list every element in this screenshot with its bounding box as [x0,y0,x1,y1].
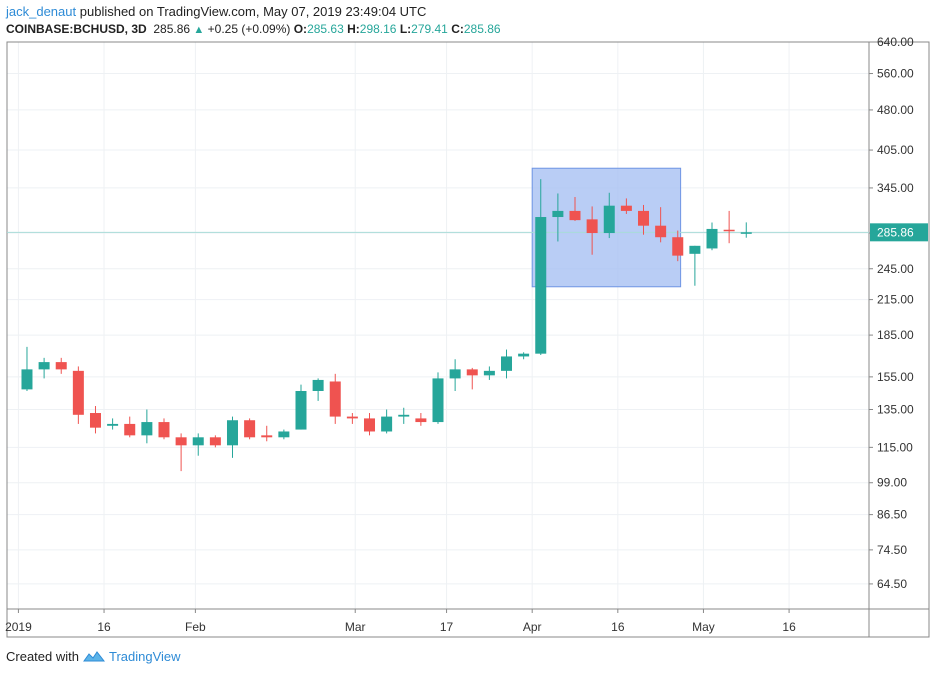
x-tick-label: Mar [345,620,366,634]
y-tick-label: 135.00 [877,402,914,416]
tradingview-logo-icon [83,650,105,661]
candle-body[interactable] [209,437,221,446]
last-price-badge [870,223,928,242]
candle-body[interactable] [518,353,530,357]
candle-body[interactable] [312,379,324,391]
x-tick-label: Apr [523,620,542,634]
ohlc-legend: COINBASE:BCHUSD, 3D 285.86 ▲ +0.25 (+0.0… [6,22,501,36]
candle-body[interactable] [586,219,598,234]
candle-body[interactable] [21,369,33,390]
y-tick-label: 185.00 [877,328,914,342]
open-value: 285.63 [307,22,344,36]
high-value: 298.16 [359,22,397,36]
candle-body[interactable] [672,237,684,256]
candle-body[interactable] [124,423,136,436]
x-tick-label: 16 [97,620,111,634]
footer: Created with TradingView [6,649,181,664]
x-tick-label: May [692,620,715,634]
chart-frame [6,41,930,638]
candle-body[interactable] [107,423,119,426]
y-tick-label: 64.50 [877,577,907,591]
y-tick-label: 99.00 [877,476,907,490]
last-price-text: 285.86 [153,22,191,36]
x-tick-label: Feb [185,620,206,634]
candle-body[interactable] [723,229,735,232]
candle-body[interactable] [638,210,650,226]
candle-body[interactable] [535,217,547,354]
low-label: L: [399,22,412,36]
candle-body[interactable] [381,416,393,432]
y-tick-label: 115.00 [877,440,913,454]
candle-body[interactable] [38,362,50,370]
published-text: published on TradingView.com, May 07, 20… [79,4,427,19]
candle-body[interactable] [432,378,444,423]
candle-body[interactable] [226,420,238,446]
candle-body[interactable] [740,232,752,234]
low-value: 279.41 [411,22,448,36]
candle-body[interactable] [449,369,461,379]
x-tick-label: 17 [440,620,454,634]
candle-body[interactable] [398,414,410,417]
last-price-badge-label: 285.86 [877,225,914,239]
candle-body[interactable] [158,422,170,438]
candle-body[interactable] [569,210,581,221]
candle-body[interactable] [329,381,341,417]
candle-body[interactable] [244,420,256,438]
candle-body[interactable] [552,210,564,218]
candle-body[interactable] [141,422,153,436]
candle-body[interactable] [689,245,701,254]
candle-body[interactable] [466,369,478,376]
candle-body[interactable] [55,362,67,370]
y-tick-label: 560.00 [877,67,914,81]
candle-body[interactable] [175,437,187,446]
publish-info: jack_denaut published on TradingView.com… [6,4,426,19]
candle-body[interactable] [295,390,307,430]
candle-body[interactable] [363,418,375,432]
candle-body[interactable] [415,418,427,423]
candle-body[interactable] [706,228,718,249]
y-tick-label: 480.00 [877,103,914,117]
change-text: +0.25 (+0.09%) [207,22,291,36]
candle-body[interactable] [278,431,290,438]
candle-body[interactable] [483,370,495,376]
up-triangle-icon: ▲ [193,24,205,36]
symbol-label: COINBASE:BCHUSD, 3D [6,22,147,36]
candle-body[interactable] [603,205,615,234]
author-link[interactable]: jack_denaut [6,4,77,19]
x-tick-label: 2019 [5,620,32,634]
high-label: H: [347,22,360,36]
y-tick-label: 640.00 [877,35,914,49]
candle-body[interactable] [346,416,358,419]
created-with-text: Created with [6,649,79,664]
open-label: O: [293,22,308,36]
y-tick-label: 405.00 [877,143,914,157]
y-tick-label: 74.50 [877,543,907,557]
candle-body[interactable] [192,437,204,446]
candle-body[interactable] [261,435,273,438]
close-label: C: [451,22,464,36]
candle-body[interactable] [655,225,667,238]
y-tick-label: 215.00 [877,293,914,307]
tradingview-link[interactable]: TradingView [108,649,181,664]
close-value: 285.86 [463,22,501,36]
y-tick-label: 245.00 [877,262,914,276]
candle-body[interactable] [620,205,632,211]
y-tick-label: 86.50 [877,508,907,522]
candle-body[interactable] [72,370,84,415]
candle-body[interactable] [501,356,513,371]
y-tick-label: 345.00 [877,181,914,195]
x-tick-label: 16 [782,620,796,634]
candle-body[interactable] [89,413,101,428]
y-tick-label: 155.00 [877,370,914,384]
x-tick-label: 16 [611,620,625,634]
